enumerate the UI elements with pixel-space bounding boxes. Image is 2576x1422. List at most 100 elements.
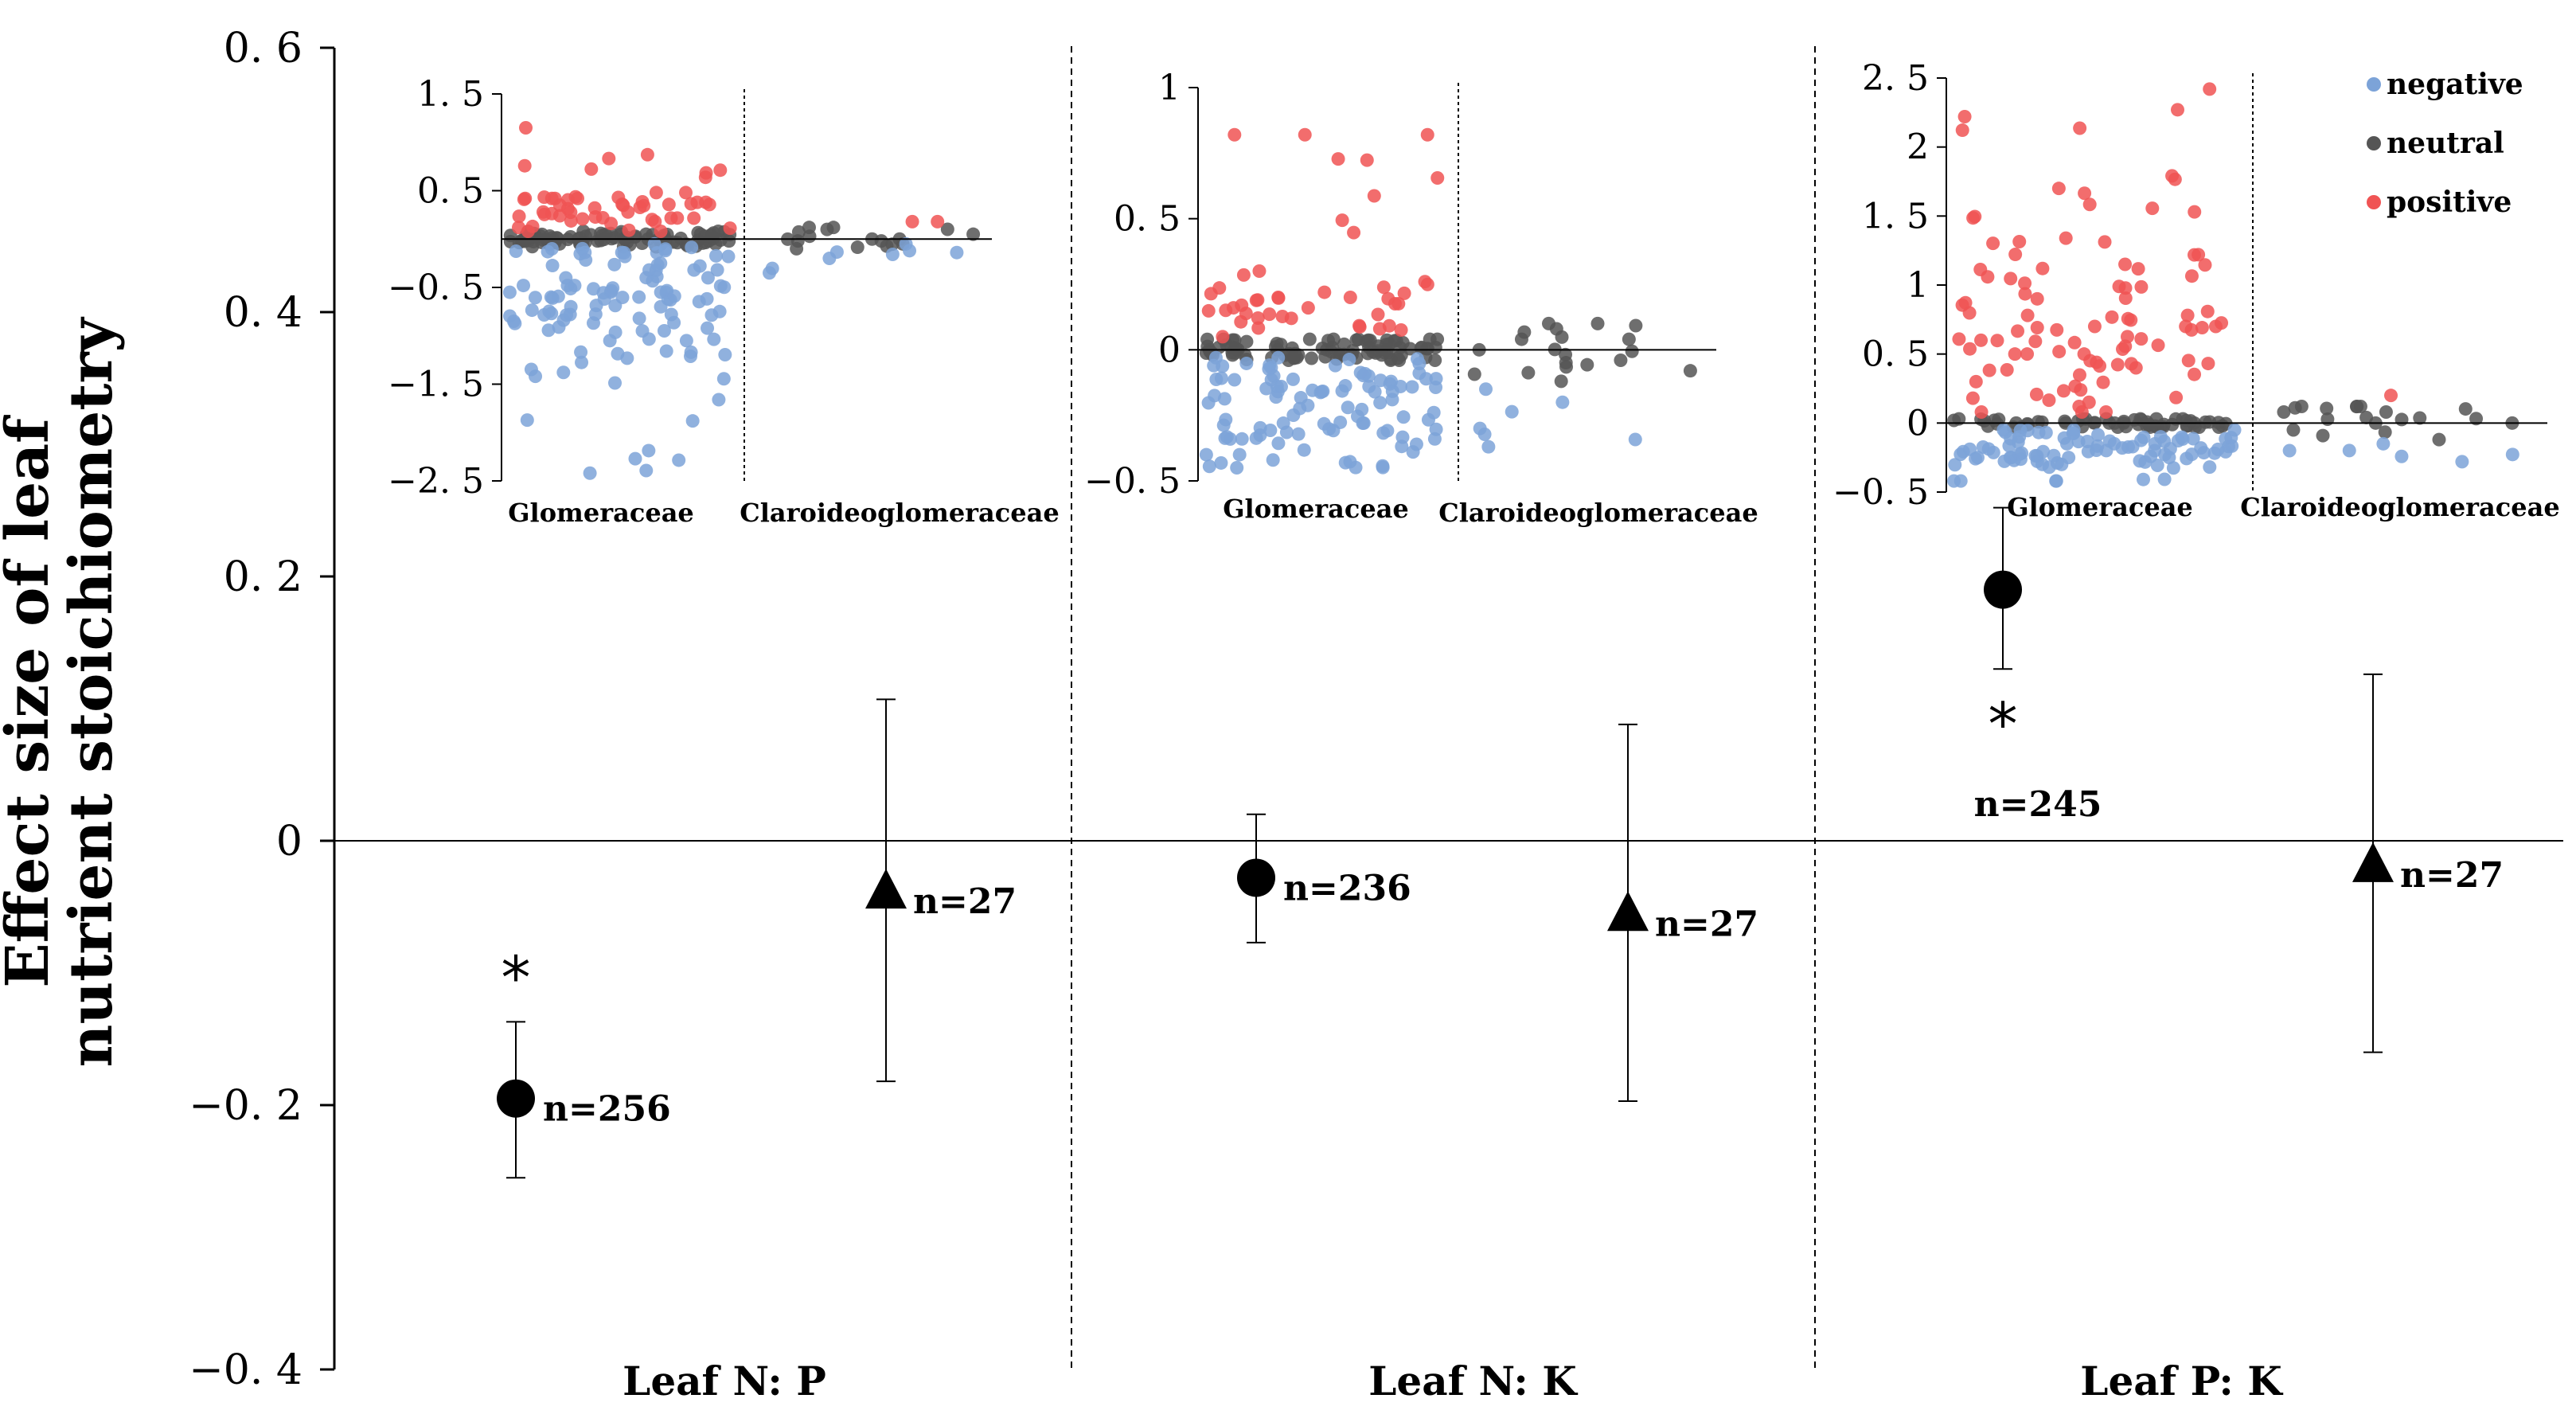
- neutral-point: [1403, 342, 1417, 356]
- negative-point: [2203, 460, 2217, 475]
- category-label-leaf-p-k: Leaf P: K: [2080, 1358, 2283, 1404]
- neutral-point: [2277, 404, 2291, 419]
- positive-point: [1965, 391, 1980, 405]
- negative-point: [701, 271, 715, 285]
- positive-point: [1382, 318, 1396, 333]
- inset-group-label-glomeraceae: Glomeraceae: [2007, 492, 2193, 522]
- inset-tick-label: 1: [1158, 68, 1181, 108]
- positive-point: [1236, 268, 1251, 282]
- positive-point: [2052, 345, 2067, 359]
- neutral-point: [2458, 402, 2473, 416]
- negative-point: [1429, 372, 1443, 386]
- circle-point: [497, 1079, 535, 1118]
- positive-point: [1420, 277, 1434, 291]
- neutral-point: [1521, 365, 1536, 380]
- negative-point: [1317, 416, 1331, 431]
- positive-point: [905, 214, 919, 229]
- positive-point: [548, 191, 562, 205]
- circle-point: [1984, 570, 2022, 609]
- positive-point: [604, 217, 619, 231]
- negative-point: [552, 320, 566, 334]
- positive-point: [576, 212, 590, 226]
- positive-point: [2050, 322, 2064, 337]
- positive-point: [2093, 359, 2107, 373]
- inset-tick-label: 0. 5: [1862, 334, 1929, 375]
- main-plot: 0. 6 0. 4 0. 2 0 −0. 2 −0. 4 Leaf N: P Leaf N: …: [189, 25, 2563, 1404]
- neutral-point: [1590, 316, 1605, 330]
- positive-point: [537, 190, 552, 205]
- neutral-point: [2320, 412, 2335, 427]
- neutral-point: [940, 222, 954, 236]
- positive-point: [2068, 379, 2082, 393]
- positive-point: [2201, 357, 2215, 371]
- positive-point: [517, 158, 532, 173]
- neutral-point: [1270, 337, 1284, 351]
- legend-swatch-neutral: [2367, 136, 2381, 150]
- negative-point: [712, 393, 726, 407]
- negative-point: [657, 323, 671, 338]
- positive-point: [2200, 304, 2215, 318]
- negative-point: [1479, 382, 1493, 397]
- inset-tick-label: 0: [1158, 330, 1181, 370]
- negative-point: [667, 315, 681, 330]
- inset-leaf-n-k: 1 0. 5 0 −0. 5 Glomeraceae Claroideoglomerace…: [1084, 68, 1758, 528]
- negative-point: [525, 303, 539, 318]
- positive-point: [1367, 189, 1381, 203]
- negative-point: [1230, 461, 1244, 475]
- positive-point: [1317, 285, 1332, 299]
- neutral-point: [966, 227, 981, 241]
- negative-point: [1628, 432, 1642, 447]
- negative-point: [2013, 424, 2028, 438]
- negative-point: [1342, 353, 1356, 367]
- positive-point: [2384, 389, 2398, 403]
- inset-group-label-glomeraceae: Glomeraceae: [508, 498, 694, 528]
- positive-point: [2151, 338, 2165, 353]
- neutral-point: [2117, 414, 2131, 428]
- negative-point: [1266, 453, 1280, 467]
- neutral-point: [2378, 425, 2392, 439]
- positive-point: [621, 205, 635, 219]
- negative-point: [575, 355, 589, 369]
- positive-point: [2051, 182, 2066, 196]
- positive-point: [1955, 123, 1969, 138]
- negative-point: [1286, 372, 1300, 386]
- negative-point: [2211, 442, 2225, 456]
- negative-point: [517, 279, 531, 293]
- negative-point: [1405, 380, 1419, 394]
- negative-point: [618, 249, 632, 264]
- positive-point: [2030, 291, 2044, 306]
- positive-point: [2198, 258, 2212, 272]
- negative-point: [1232, 447, 1247, 462]
- positive-point: [1982, 363, 1996, 377]
- neutral-point: [1326, 332, 1341, 346]
- positive-point: [2020, 308, 2035, 322]
- negative-point: [1328, 358, 1342, 373]
- positive-point: [2018, 276, 2032, 291]
- neutral-point: [2288, 400, 2302, 415]
- negative-point: [1209, 372, 1224, 386]
- negative-point: [1271, 436, 1286, 451]
- positive-point: [2099, 404, 2113, 419]
- positive-point: [1371, 307, 1385, 322]
- negative-point: [615, 291, 630, 305]
- negative-point: [642, 443, 656, 458]
- positive-point: [1249, 293, 1263, 307]
- neutral-point: [2432, 432, 2446, 447]
- positive-point: [2072, 368, 2086, 382]
- negative-point: [1202, 459, 1216, 474]
- positive-point: [645, 213, 659, 227]
- inset-tick-label: 2: [1907, 127, 1929, 168]
- sample-size-label: n=245: [1974, 784, 2102, 825]
- positive-point: [2082, 197, 2097, 212]
- neutral-point: [1239, 334, 1254, 349]
- negative-point: [1412, 366, 1427, 381]
- inset-group-label-claroideoglomeraceae: Claroideoglomeraceae: [1438, 498, 1758, 528]
- negative-point: [2395, 449, 2409, 463]
- y-tick-label: 0. 6: [224, 25, 302, 72]
- negative-point: [1356, 416, 1370, 431]
- negative-point: [718, 348, 732, 362]
- positive-point: [1347, 225, 1361, 240]
- negative-point: [524, 362, 538, 377]
- positive-point: [1263, 307, 1277, 322]
- y-axis-label: Effect size of leaf nutrient stoichiomet…: [0, 317, 126, 1068]
